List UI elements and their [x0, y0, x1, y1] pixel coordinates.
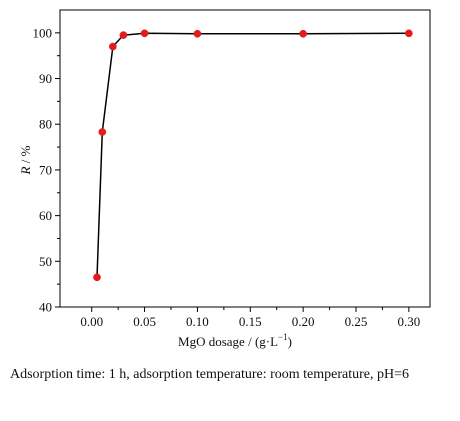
data-point [140, 29, 149, 38]
chart: 0.00 0.05 0.10 0.15 0.20 0.25 0.30 40 50 60 70 80 90… [18, 9, 431, 349]
ticks-group: 0.00 0.05 0.10 0.15 0.20 0.25 0.30 40 50 60 70 80 90… [33, 25, 421, 329]
y-axis-title: R / % [18, 145, 33, 175]
x-tick-label: 0.15 [239, 314, 262, 329]
data-point [405, 29, 413, 38]
series-line [96, 32, 409, 278]
plot-frame-group [59, 9, 431, 308]
y-tick-label: 60 [39, 208, 52, 223]
data-point [93, 273, 101, 282]
y-tick-label: 80 [39, 117, 52, 132]
data-point [109, 42, 117, 51]
data-point [193, 29, 202, 38]
data-point [119, 31, 128, 39]
y-axis-title-italic: R [18, 166, 33, 175]
data-point [299, 29, 307, 38]
y-axis-title-rest: / % [18, 145, 33, 166]
x-axis-title-superscript: −1 [278, 332, 288, 342]
figure-caption: Adsorption time: 1 h, adsorption tempera… [10, 367, 410, 382]
x-tick-label: 0.25 [345, 314, 368, 329]
x-axis-title-suffix: ) [288, 334, 292, 349]
x-axis-title-prefix: MgO dosage / (g·L [178, 334, 278, 349]
x-tick-label: 0.10 [186, 314, 209, 329]
x-axis-title: MgO dosage / (g·L−1) [178, 332, 292, 349]
plot-frame [59, 9, 431, 308]
x-tick-label: 0.05 [133, 314, 156, 329]
data-point [98, 128, 107, 136]
y-tick-label: 70 [39, 162, 52, 177]
series-group [93, 29, 413, 282]
x-tick-label: 0.00 [80, 314, 103, 329]
y-tick-label: 50 [39, 254, 52, 269]
x-tick-label: 0.20 [292, 314, 315, 329]
y-tick-label: 100 [33, 25, 53, 40]
x-tick-label: 0.30 [397, 314, 420, 329]
y-tick-label: 90 [39, 71, 52, 86]
y-tick-label: 40 [39, 300, 52, 315]
